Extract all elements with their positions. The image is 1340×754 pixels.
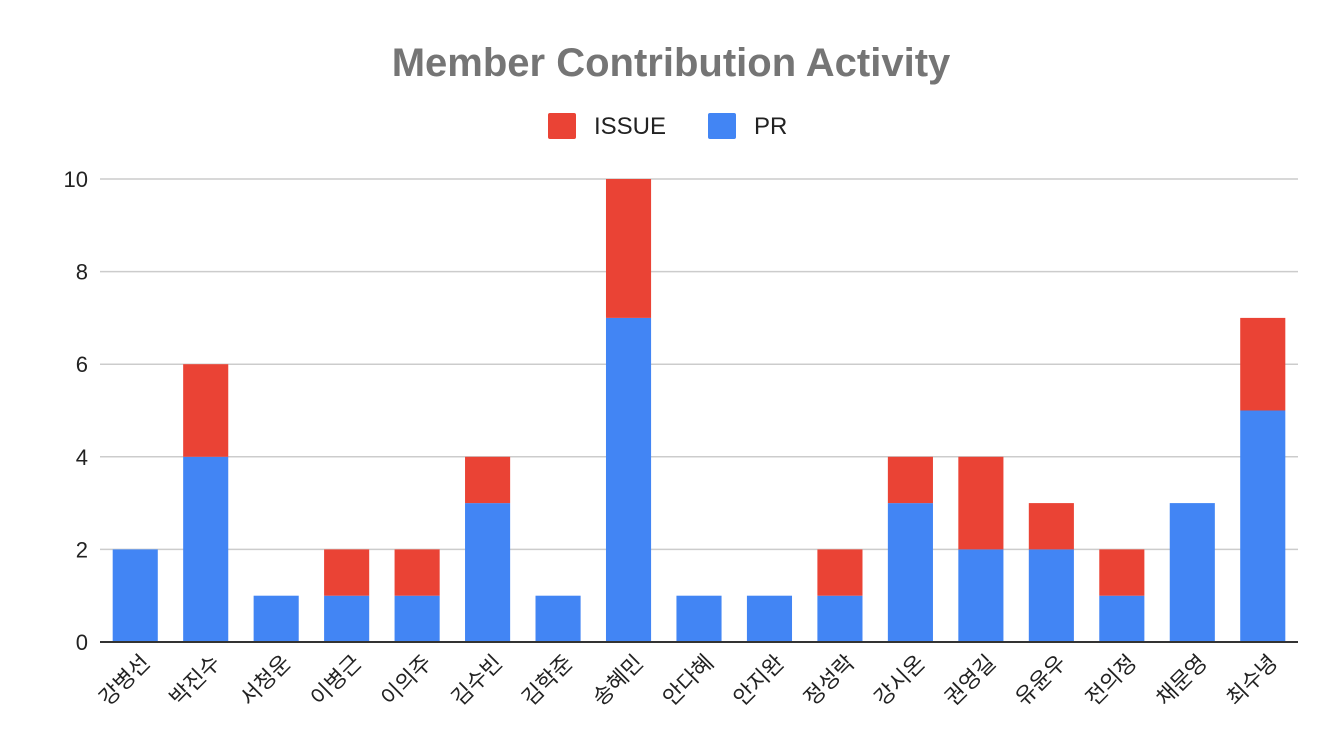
legend-swatch-issue — [548, 113, 576, 139]
bar-pr-14 — [1099, 595, 1145, 642]
bar-issue-5 — [465, 456, 511, 504]
x-tick-label: 박진수 — [165, 651, 226, 712]
bar-pr-2 — [253, 595, 299, 642]
y-tick-label: 0 — [76, 630, 88, 655]
bar-issue-3 — [324, 549, 370, 596]
legend-swatch-pr — [708, 113, 736, 139]
x-tick-label: 전의정 — [1081, 651, 1142, 712]
bar-issue-13 — [1028, 503, 1074, 550]
bar-pr-15 — [1169, 503, 1215, 642]
bar-pr-4 — [394, 595, 440, 642]
chart-legend: ISSUE PR — [548, 113, 787, 140]
y-tick-label: 10 — [64, 167, 88, 192]
bar-pr-1 — [183, 456, 229, 642]
bar-issue-10 — [817, 549, 863, 596]
x-tick-label: 권영길 — [941, 651, 1002, 712]
bar-pr-5 — [465, 503, 511, 642]
x-tick-label: 최수녕 — [1222, 651, 1283, 712]
bar-issue-4 — [394, 549, 440, 596]
x-tick-label: 이의주 — [377, 651, 438, 712]
x-tick-label: 안다혜 — [659, 651, 720, 712]
x-axis: 강병선 박진수 서청운 이병근 이의주 김수빈 김학준 송혜민 안다혜 안지완 정성락 강시온 권영길 유… — [95, 641, 1298, 712]
bar-pr-16 — [1240, 410, 1286, 642]
bar-pr-0 — [112, 549, 158, 642]
bar-pr-7 — [605, 317, 652, 642]
x-tick-label: 김수빈 — [447, 651, 508, 712]
y-tick-label: 4 — [76, 445, 88, 470]
x-tick-label: 채문영 — [1152, 651, 1213, 712]
chart-title: Member Contribution Activity — [392, 41, 951, 85]
bar-pr-11 — [887, 503, 933, 642]
bar-pr-13 — [1028, 549, 1074, 642]
bars — [112, 179, 1286, 642]
x-tick-label: 유윤우 — [1011, 651, 1072, 712]
bar-pr-6 — [535, 595, 581, 642]
y-tick-label: 2 — [76, 537, 88, 562]
x-tick-label: 강병선 — [95, 651, 156, 712]
bar-pr-9 — [746, 595, 793, 642]
bar-issue-11 — [887, 456, 933, 504]
bar-issue-14 — [1099, 549, 1145, 596]
x-tick-label: 안지완 — [729, 651, 790, 712]
bar-pr-12 — [958, 549, 1004, 642]
gridlines — [100, 178, 1298, 551]
bar-issue-1 — [183, 364, 229, 457]
x-tick-label: 서청운 — [236, 651, 297, 712]
bar-pr-3 — [324, 595, 370, 642]
x-tick-label: 송혜민 — [588, 651, 649, 712]
x-tick-label: 정성락 — [800, 651, 861, 712]
bar-pr-8 — [676, 595, 722, 642]
legend-label-issue: ISSUE — [594, 113, 666, 140]
y-tick-label: 8 — [76, 260, 88, 285]
bar-issue-16 — [1240, 317, 1286, 411]
x-tick-label: 김학준 — [518, 651, 579, 712]
y-tick-label: 6 — [76, 352, 88, 377]
x-tick-label: 강시온 — [870, 651, 931, 712]
bar-issue-12 — [958, 456, 1004, 550]
x-tick-label: 이병근 — [306, 651, 367, 712]
legend-label-pr: PR — [754, 113, 787, 140]
bar-pr-10 — [817, 595, 863, 642]
y-axis: 0 2 4 6 8 10 — [64, 167, 88, 655]
bar-issue-7 — [605, 179, 652, 318]
